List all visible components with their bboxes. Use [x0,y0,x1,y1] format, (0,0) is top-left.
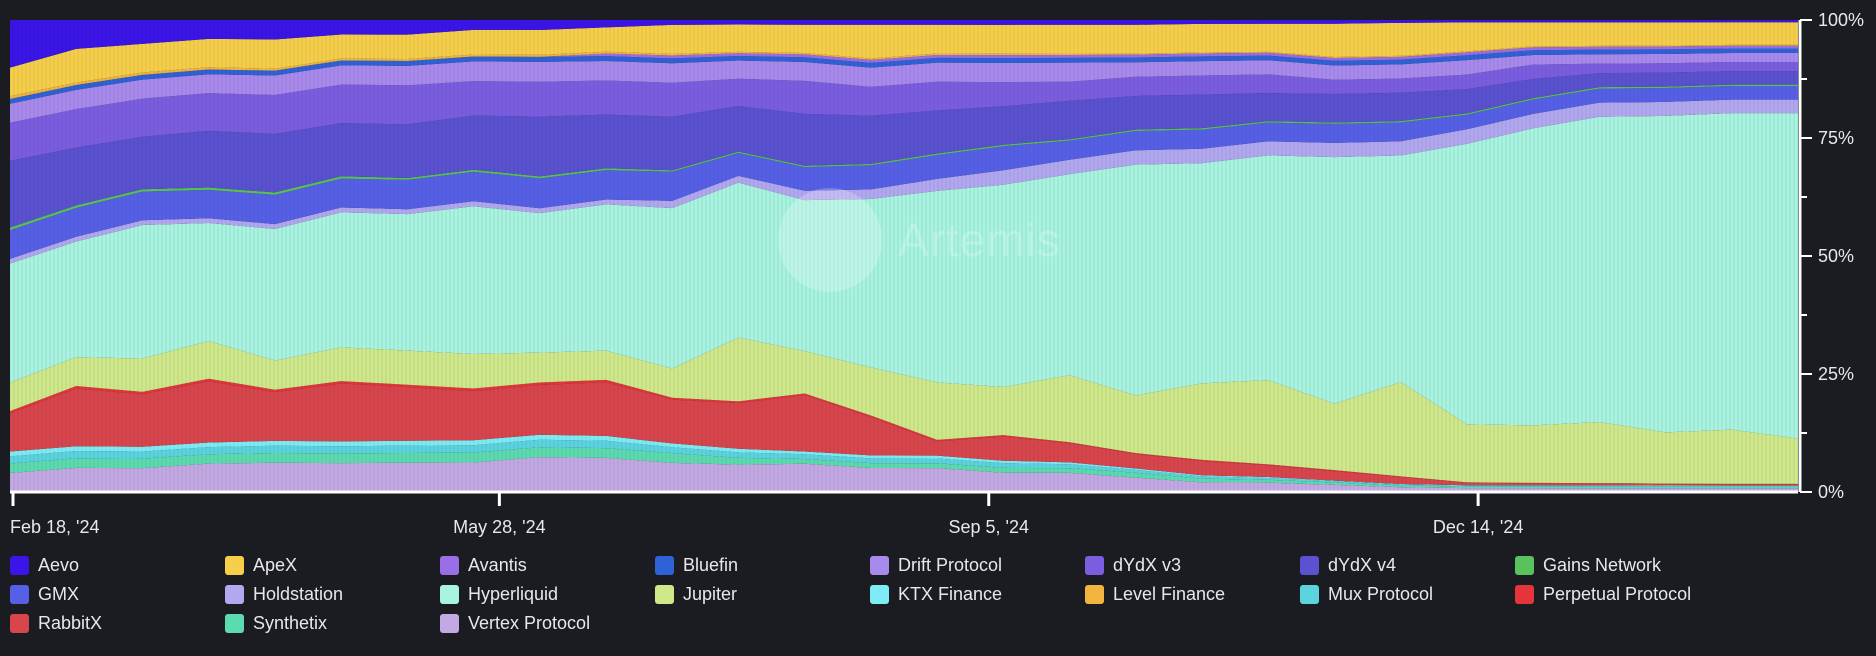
x-tick-label: Dec 14, '24 [1433,517,1524,537]
y-tick-label: 25% [1818,364,1854,384]
legend-label: Mux Protocol [1328,584,1434,604]
area-vertex-protocol[interactable] [10,457,1798,492]
legend-item-hyperliquid[interactable]: Hyperliquid [440,584,655,605]
legend-label: Vertex Protocol [468,613,591,633]
legend-swatch-icon [655,556,674,575]
y-tick-label: 0% [1818,482,1844,502]
legend-label: Drift Protocol [898,555,1003,575]
area-mux-protocol[interactable] [10,439,1798,488]
x-tick-label: May 28, '24 [453,517,546,537]
area-synthetix[interactable] [10,447,1798,489]
legend-label: Hyperliquid [468,584,559,604]
area-gmx[interactable] [10,86,1798,259]
y-tick-label: 50% [1818,246,1854,266]
area-drift-protocol[interactable] [10,53,1798,123]
legend-label: Perpetual Protocol [1543,584,1692,604]
legend-swatch-icon [1300,585,1319,604]
legend-item-rabbitx[interactable]: RabbitX [10,613,225,634]
legend-item-jupiter[interactable]: Jupiter [655,584,870,605]
legend-item-mux-protocol[interactable]: Mux Protocol [1300,584,1515,605]
legend-swatch-icon [1515,556,1534,575]
legend-item-avantis[interactable]: Avantis [440,555,655,576]
legend-item-gains-network[interactable]: Gains Network [1515,555,1730,576]
legend-item-bluefin[interactable]: Bluefin [655,555,870,576]
legend-swatch-icon [10,556,29,575]
legend-label: Avantis [468,555,527,575]
x-tick-label: Feb 18, '24 [10,517,100,537]
area-holdstation[interactable] [10,99,1798,264]
legend-item-level-finance[interactable]: Level Finance [1085,584,1300,605]
legend-swatch-icon [225,614,244,633]
legend-item-vertex-protocol[interactable]: Vertex Protocol [440,613,655,634]
stacked-area-chart: 0% 25% 50% 75% 100% Feb 18, '24 May 28, '24 Sep… [9,10,1864,537]
legend-swatch-icon [870,585,889,604]
legend-swatch-icon [1300,556,1319,575]
legend-swatch-icon [655,585,674,604]
area-apex[interactable] [10,22,1798,97]
area-bluefin[interactable] [10,48,1798,104]
area-hyperliquid[interactable] [10,113,1798,439]
legend-swatch-icon [10,614,29,633]
legend-label: Synthetix [253,613,328,633]
area-dydx-v3[interactable] [10,62,1798,161]
legend-swatch-icon [10,585,29,604]
legend-item-apex[interactable]: ApeX [225,555,440,576]
legend-item-drift-protocol[interactable]: Drift Protocol [870,555,1085,576]
legend-item-aevo[interactable]: Aevo [10,555,225,576]
legend-swatch-icon [1085,585,1104,604]
legend-label: dYdX v4 [1328,555,1397,575]
legend: Aevo ApeX Avantis Bluefin Drift Protocol dYdX… [10,555,1870,634]
area-dydx-v4[interactable] [10,71,1798,228]
legend-swatch-icon [225,556,244,575]
area-rabbitx[interactable] [10,381,1798,486]
area-series-group [9,20,1799,492]
legend-label: RabbitX [38,613,103,633]
axes-group: 0% 25% 50% 75% 100% Feb 18, '24 May 28, '24 Sep… [10,10,1864,537]
legend-item-dydx-v4[interactable]: dYdX v4 [1300,555,1515,576]
legend-label: GMX [38,584,80,604]
legend-swatch-icon [440,614,459,633]
legend-swatch-icon [440,585,459,604]
legend-item-gmx[interactable]: GMX [10,584,225,605]
legend-label: Holdstation [253,584,344,604]
legend-label: Aevo [38,555,80,575]
y-tick-label: 100% [1818,10,1864,30]
area-aevo[interactable] [10,20,1798,68]
legend-swatch-icon [1515,585,1534,604]
legend-label: Jupiter [683,584,738,604]
legend-label: dYdX v3 [1113,555,1182,575]
legend-swatch-icon [440,556,459,575]
area-jupiter[interactable] [10,337,1798,484]
legend-label: ApeX [253,555,298,575]
legend-item-perpetual-protocol[interactable]: Perpetual Protocol [1515,584,1730,605]
y-tick-label: 75% [1818,128,1854,148]
legend-label: Gains Network [1543,555,1662,575]
legend-swatch-icon [225,585,244,604]
legend-item-ktx-finance[interactable]: KTX Finance [870,584,1085,605]
legend-label: Bluefin [683,555,739,575]
legend-item-synthetix[interactable]: Synthetix [225,613,440,634]
x-tick-label: Sep 5, '24 [949,517,1030,537]
legend-item-dydx-v3[interactable]: dYdX v3 [1085,555,1300,576]
legend-swatch-icon [1085,556,1104,575]
legend-item-holdstation[interactable]: Holdstation [225,584,440,605]
area-avantis[interactable] [10,45,1798,99]
legend-swatch-icon [870,556,889,575]
legend-label: Level Finance [1113,584,1226,604]
legend-label: KTX Finance [898,584,1003,604]
